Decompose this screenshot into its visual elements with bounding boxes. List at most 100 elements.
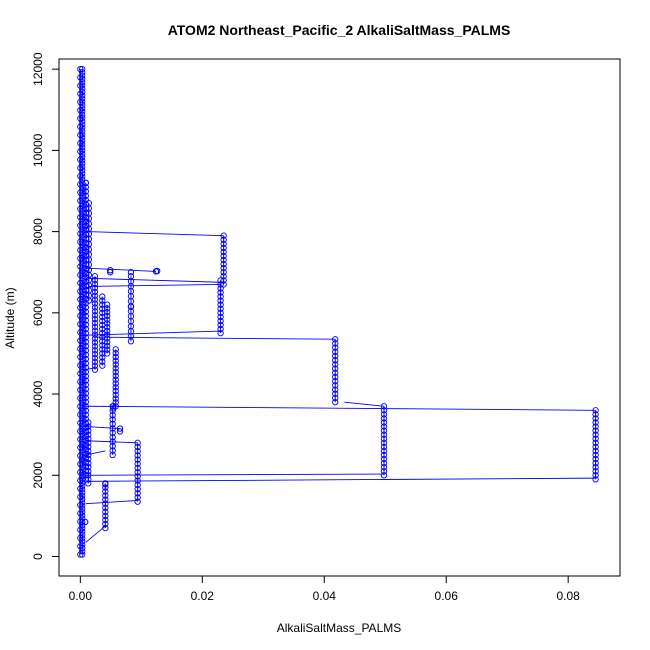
data-point xyxy=(82,325,89,333)
data-point xyxy=(85,468,92,475)
data-point xyxy=(91,343,99,350)
data-point xyxy=(85,451,92,459)
y-tick-label: 4000 xyxy=(31,380,45,407)
y-tick-label: 12000 xyxy=(31,52,45,86)
data-point xyxy=(91,354,99,362)
data-point xyxy=(91,350,99,358)
data-point xyxy=(77,172,84,180)
data-point xyxy=(134,456,141,463)
data-point xyxy=(85,427,92,434)
data-point xyxy=(592,435,599,442)
data-point xyxy=(109,447,116,454)
data-point xyxy=(99,293,106,300)
data-point xyxy=(220,265,227,272)
series-line-connector xyxy=(85,405,596,411)
data-point xyxy=(82,411,89,419)
data-point xyxy=(77,501,84,509)
data-point xyxy=(77,526,84,533)
y-tick-label: 0 xyxy=(31,553,45,560)
data-point xyxy=(91,300,99,307)
data-point xyxy=(134,469,141,476)
data-point xyxy=(91,273,99,280)
data-point xyxy=(79,264,86,271)
data-point xyxy=(380,464,388,471)
data-point xyxy=(109,429,116,436)
data-point xyxy=(332,361,339,368)
data-point xyxy=(79,551,86,558)
series-line-connector xyxy=(85,267,156,272)
data-point xyxy=(82,338,89,345)
data-point xyxy=(77,74,84,81)
data-point xyxy=(91,315,99,323)
data-point xyxy=(112,346,119,353)
data-point xyxy=(220,244,227,251)
data-point xyxy=(77,469,84,476)
data-point xyxy=(380,472,388,479)
series-line-connector xyxy=(85,231,224,237)
data-point xyxy=(77,543,84,550)
data-point xyxy=(82,239,89,247)
data-point xyxy=(82,278,89,285)
data-point xyxy=(91,312,99,319)
data-point xyxy=(82,265,89,272)
data-point xyxy=(79,434,86,441)
data-point xyxy=(91,366,99,373)
data-point xyxy=(112,395,119,402)
data-point xyxy=(91,288,99,295)
data-point xyxy=(104,350,111,357)
data-point xyxy=(380,447,388,455)
data-point xyxy=(82,226,89,234)
data-point xyxy=(91,308,99,315)
series-points xyxy=(77,66,599,558)
data-point xyxy=(79,144,86,151)
data-point xyxy=(217,329,224,337)
data-point xyxy=(102,508,109,515)
series-line-connector xyxy=(88,277,224,283)
data-point xyxy=(79,66,86,73)
data-point xyxy=(332,365,339,372)
y-tick-label: 10000 xyxy=(31,133,45,167)
data-point xyxy=(82,334,89,341)
x-tick-label: 0.00 xyxy=(69,589,93,603)
series-line-connector xyxy=(85,440,138,444)
data-point xyxy=(380,407,388,414)
data-point xyxy=(104,335,111,342)
data-point xyxy=(82,373,89,380)
series-line-connector xyxy=(85,477,596,482)
data-point xyxy=(82,347,89,354)
data-point xyxy=(592,415,599,422)
series-line-connector xyxy=(85,525,106,543)
data-point xyxy=(104,327,111,335)
data-point xyxy=(220,269,227,276)
data-point xyxy=(332,390,339,397)
data-point xyxy=(112,380,119,387)
data-point xyxy=(77,452,84,459)
data-point xyxy=(79,355,86,363)
data-point xyxy=(82,351,89,358)
data-point xyxy=(99,309,106,316)
data-point xyxy=(79,544,86,552)
data-point xyxy=(99,305,106,312)
data-point xyxy=(220,256,227,264)
data-point xyxy=(134,494,141,501)
data-point xyxy=(109,411,116,419)
data-point xyxy=(79,316,86,324)
data-point xyxy=(112,365,119,372)
data-point xyxy=(592,407,599,414)
data-point xyxy=(134,443,141,451)
data-point xyxy=(77,271,84,278)
data-point xyxy=(332,340,339,347)
data-point xyxy=(380,411,388,418)
data-point xyxy=(79,222,86,229)
data-point xyxy=(116,428,124,435)
data-point xyxy=(82,377,89,384)
data-point xyxy=(153,267,161,275)
data-point xyxy=(332,344,339,351)
data-point xyxy=(380,443,388,451)
data-point xyxy=(85,431,92,438)
y-axis: 0 2000 4000 6000 8000 10000 12000 xyxy=(31,52,60,560)
data-point xyxy=(112,391,119,399)
series-line-connector xyxy=(85,473,385,476)
data-point xyxy=(85,435,92,442)
